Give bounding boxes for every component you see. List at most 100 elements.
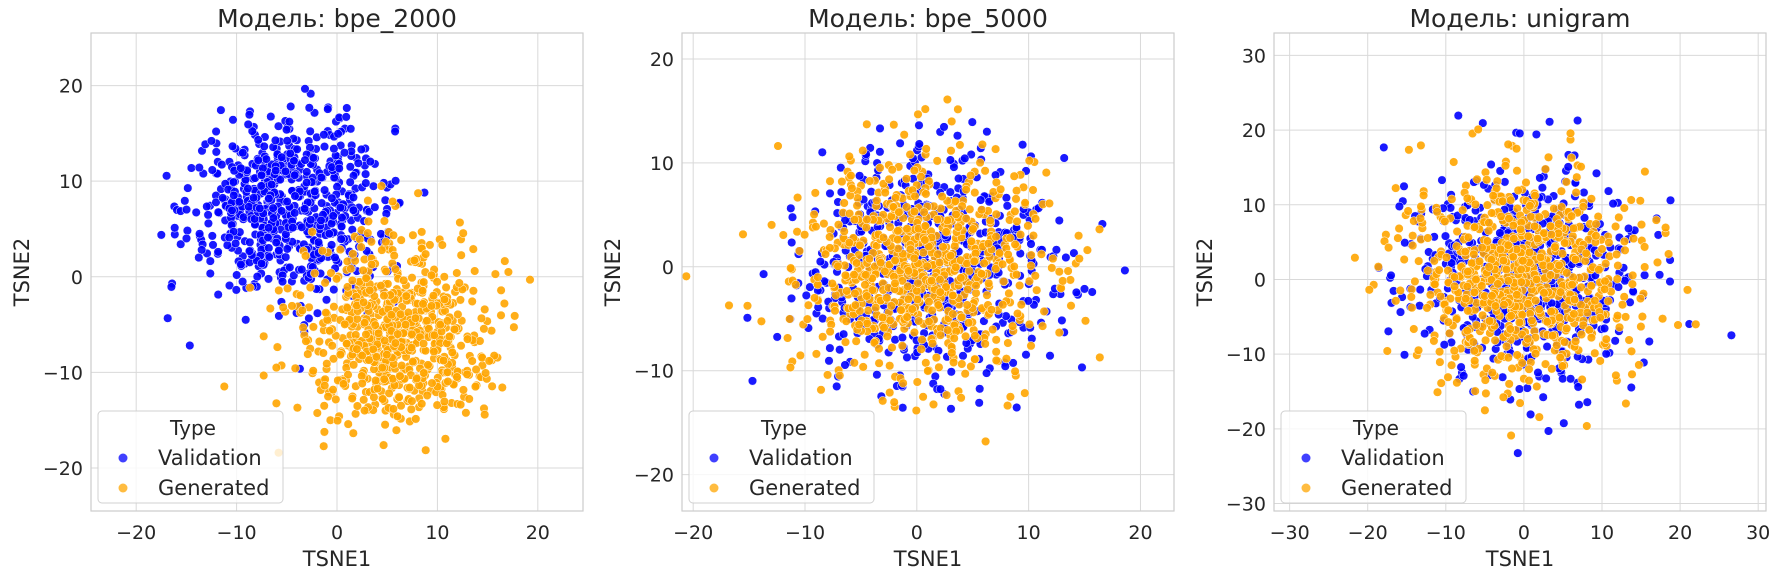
point-validation bbox=[982, 127, 992, 137]
point-validation bbox=[1383, 326, 1393, 336]
point-validation bbox=[1079, 284, 1090, 294]
series-generated bbox=[1350, 124, 1701, 441]
point-generated bbox=[1521, 177, 1531, 188]
point-generated bbox=[1030, 271, 1040, 281]
point-generated bbox=[1603, 296, 1613, 306]
point-generated bbox=[1441, 252, 1451, 262]
point-generated bbox=[1026, 250, 1036, 260]
point-generated bbox=[379, 291, 389, 301]
point-validation bbox=[185, 340, 195, 351]
point-validation bbox=[897, 333, 907, 343]
x-axis-label: TSNE1 bbox=[302, 547, 372, 571]
point-generated bbox=[439, 272, 449, 282]
point-generated bbox=[1432, 207, 1442, 217]
point-generated bbox=[1512, 290, 1522, 300]
point-validation bbox=[206, 136, 217, 146]
point-validation bbox=[1599, 323, 1610, 333]
point-generated bbox=[942, 94, 952, 105]
point-generated bbox=[988, 324, 998, 335]
point-generated bbox=[880, 188, 890, 198]
point-validation bbox=[228, 115, 238, 125]
point-validation bbox=[945, 187, 955, 197]
x-tick-label: 0 bbox=[911, 522, 923, 544]
point-generated bbox=[921, 189, 931, 199]
point-generated bbox=[970, 354, 980, 364]
x-tick-label: 10 bbox=[1017, 522, 1041, 544]
point-generated bbox=[927, 305, 937, 316]
point-validation bbox=[946, 404, 956, 414]
point-generated bbox=[394, 392, 404, 402]
point-validation bbox=[328, 211, 338, 221]
point-generated bbox=[418, 339, 429, 349]
point-generated bbox=[1507, 363, 1517, 374]
point-generated bbox=[271, 398, 281, 408]
point-generated bbox=[439, 397, 449, 407]
x-tick-label: 20 bbox=[1668, 522, 1692, 544]
point-generated bbox=[1020, 198, 1030, 208]
point-generated bbox=[1516, 224, 1526, 234]
point-generated bbox=[1557, 202, 1567, 212]
point-generated bbox=[852, 258, 862, 268]
point-generated bbox=[1003, 338, 1013, 348]
point-generated bbox=[1082, 245, 1092, 255]
point-generated bbox=[1409, 324, 1419, 334]
point-generated bbox=[1440, 216, 1450, 226]
point-generated bbox=[951, 262, 961, 272]
point-generated bbox=[429, 347, 439, 357]
point-validation bbox=[1057, 315, 1067, 325]
point-generated bbox=[982, 290, 992, 300]
point-generated bbox=[1534, 412, 1544, 422]
point-validation bbox=[207, 165, 217, 175]
point-validation bbox=[1543, 426, 1554, 436]
point-validation bbox=[236, 163, 246, 173]
point-validation bbox=[252, 272, 262, 282]
point-generated bbox=[946, 146, 956, 156]
point-generated bbox=[924, 297, 934, 307]
point-validation bbox=[1726, 330, 1736, 340]
point-generated bbox=[970, 188, 980, 198]
point-validation bbox=[1610, 336, 1620, 346]
point-generated bbox=[1447, 360, 1457, 370]
point-generated bbox=[396, 235, 406, 245]
point-generated bbox=[384, 388, 394, 398]
point-generated bbox=[862, 291, 872, 301]
point-generated bbox=[373, 384, 383, 394]
point-validation bbox=[256, 181, 266, 191]
point-validation bbox=[244, 202, 254, 212]
point-generated bbox=[361, 273, 371, 283]
point-validation bbox=[282, 244, 292, 254]
point-generated bbox=[919, 207, 929, 217]
point-generated bbox=[342, 303, 352, 313]
point-generated bbox=[1569, 309, 1579, 319]
point-validation bbox=[1541, 373, 1551, 383]
point-generated bbox=[348, 249, 358, 259]
point-generated bbox=[301, 251, 311, 261]
point-generated bbox=[1422, 303, 1432, 313]
point-validation bbox=[297, 264, 307, 275]
point-generated bbox=[1545, 270, 1556, 280]
point-generated bbox=[920, 235, 930, 245]
point-generated bbox=[447, 347, 457, 357]
point-validation bbox=[253, 155, 263, 165]
point-generated bbox=[938, 242, 948, 252]
point-validation bbox=[333, 129, 343, 139]
point-validation bbox=[183, 183, 193, 193]
point-generated bbox=[921, 358, 931, 368]
point-validation bbox=[898, 403, 908, 413]
point-generated bbox=[319, 427, 329, 437]
point-generated bbox=[872, 196, 882, 206]
point-generated bbox=[1549, 204, 1559, 214]
y-tick-label: 20 bbox=[650, 49, 674, 71]
y-tick-label: 30 bbox=[1242, 45, 1266, 67]
y-tick-label: −20 bbox=[43, 458, 83, 480]
point-generated bbox=[1628, 234, 1639, 244]
point-generated bbox=[417, 227, 427, 237]
point-generated bbox=[1004, 288, 1014, 298]
point-generated bbox=[361, 329, 371, 340]
point-generated bbox=[942, 390, 952, 400]
point-generated bbox=[407, 273, 417, 283]
point-generated bbox=[1028, 185, 1038, 195]
point-validation bbox=[1440, 231, 1451, 241]
point-generated bbox=[1482, 175, 1492, 185]
point-generated bbox=[425, 240, 435, 250]
